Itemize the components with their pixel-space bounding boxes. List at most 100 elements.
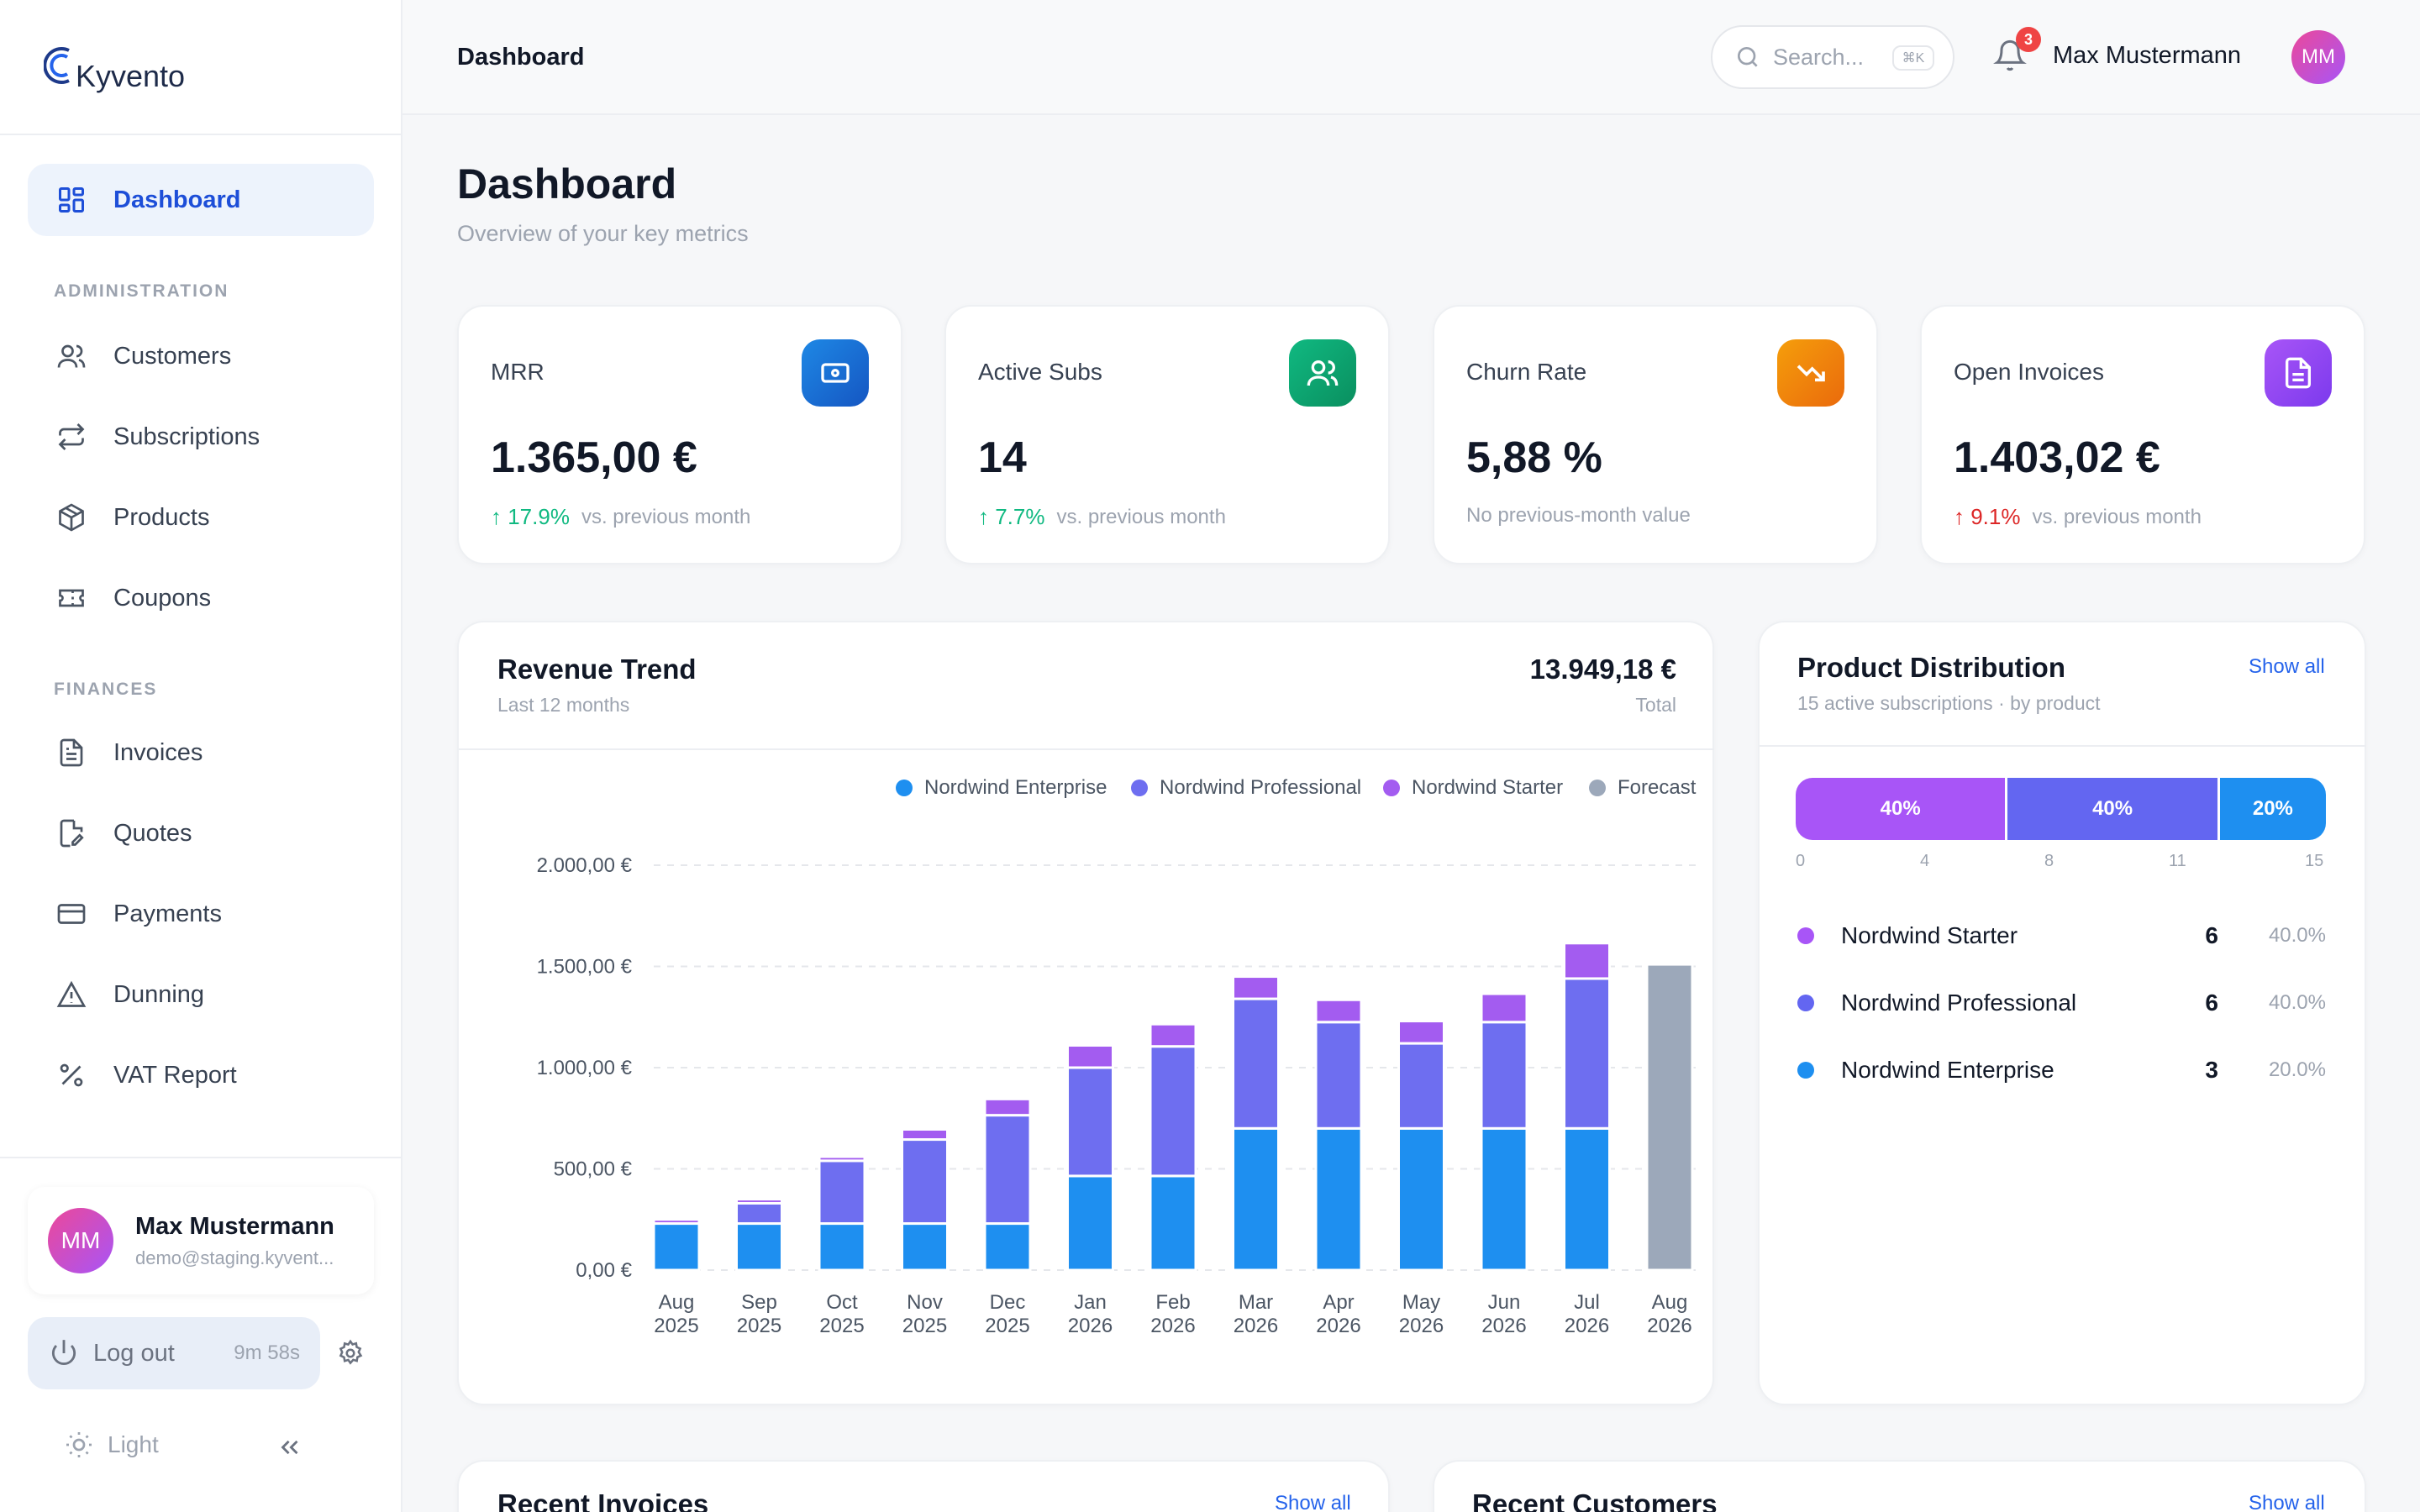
bar-segment[interactable] bbox=[818, 1159, 866, 1226]
bar-segment[interactable] bbox=[1397, 1042, 1445, 1130]
page-subtitle: Overview of your key metrics bbox=[457, 221, 749, 246]
bar-segment[interactable] bbox=[735, 1198, 783, 1205]
legend-label: Nordwind Enterprise bbox=[924, 776, 1107, 799]
sidebar-item-dunning[interactable]: Dunning bbox=[28, 958, 374, 1031]
x-tick-label: 2025 bbox=[985, 1315, 1029, 1337]
distribution-bar: 40% 40% 20% bbox=[1796, 778, 2326, 840]
kpi-change: ↑ 9.1% bbox=[1954, 504, 2021, 529]
sidebar-item-subscriptions[interactable]: Subscriptions bbox=[28, 401, 374, 473]
bar-segment[interactable] bbox=[652, 1222, 701, 1272]
legend-label: Nordwind Professional bbox=[1160, 776, 1362, 799]
distribution-row[interactable]: Nordwind Enterprise 3 20.0% bbox=[1796, 1053, 2326, 1087]
bar-segment[interactable] bbox=[1149, 1022, 1197, 1048]
theme-toggle[interactable]: Light bbox=[64, 1430, 159, 1460]
bar-segment[interactable] bbox=[1314, 1021, 1363, 1130]
bar-segment[interactable] bbox=[1563, 1126, 1611, 1272]
x-tick-label: 2026 bbox=[1481, 1315, 1526, 1337]
logo-area: Kyvento bbox=[0, 0, 401, 135]
bar-segment[interactable] bbox=[1232, 997, 1280, 1130]
bar-segment[interactable] bbox=[901, 1222, 949, 1272]
sidebar-item-label: Customers bbox=[113, 342, 232, 370]
sidebar-user-card[interactable]: MM Max Mustermann demo@staging.kyvent... bbox=[28, 1187, 374, 1294]
legend-item[interactable]: Forecast bbox=[1589, 776, 1696, 800]
bar-segment[interactable] bbox=[1397, 1020, 1445, 1045]
sidebar-item-customers[interactable]: Customers bbox=[28, 320, 374, 392]
dist-tick: 8 bbox=[2044, 852, 2054, 870]
breadcrumb: Dashboard bbox=[457, 44, 585, 71]
revenue-chart: 0,00 € 500,00 € 1.000,00 € 1.500,00 € 2.000,… bbox=[537, 854, 1697, 1337]
sidebar-item-quotes[interactable]: Quotes bbox=[28, 797, 374, 869]
distribution-row[interactable]: Nordwind Professional 6 40.0% bbox=[1796, 986, 2326, 1020]
bar-segment[interactable] bbox=[1480, 1021, 1528, 1130]
sidebar-item-dashboard[interactable]: Dashboard bbox=[28, 164, 374, 236]
kpi-note: vs. previous month bbox=[2032, 505, 2202, 528]
legend-item[interactable]: Nordwind Professional bbox=[1131, 776, 1361, 800]
file-text-icon bbox=[2265, 339, 2332, 407]
distribution-segment[interactable]: 40% bbox=[2007, 778, 2220, 840]
kpi-label: MRR bbox=[491, 359, 544, 385]
bar-segment[interactable] bbox=[735, 1222, 783, 1272]
bar-segment[interactable] bbox=[818, 1155, 866, 1163]
distribution-segment[interactable]: 40% bbox=[1796, 778, 2008, 840]
product-name: Nordwind Professional bbox=[1841, 990, 2077, 1016]
bar-segment[interactable] bbox=[983, 1097, 1032, 1117]
header-user-name[interactable]: Max Mustermann bbox=[2053, 42, 2242, 69]
bar-segment[interactable] bbox=[1397, 1126, 1445, 1272]
bar-segment[interactable] bbox=[1232, 975, 1280, 1000]
bar-segment[interactable] bbox=[1480, 1126, 1528, 1272]
bar-segment[interactable] bbox=[1066, 1066, 1114, 1178]
distribution-row[interactable]: Nordwind Starter 6 40.0% bbox=[1796, 919, 2326, 953]
recent-customers-show-all-link[interactable]: Show all bbox=[2249, 1492, 2325, 1512]
sidebar-item-invoices[interactable]: Invoices bbox=[28, 717, 374, 789]
bar-segment[interactable] bbox=[1480, 992, 1528, 1024]
file-edit-icon bbox=[55, 816, 88, 850]
dist-tick: 0 bbox=[1796, 852, 1806, 870]
bar-segment[interactable] bbox=[1645, 963, 1694, 1272]
bar-segment[interactable] bbox=[901, 1138, 949, 1226]
app-name[interactable]: Kyvento bbox=[76, 59, 186, 93]
logout-button[interactable]: Log out 9m 58s bbox=[28, 1317, 320, 1389]
revenue-total-label: Total bbox=[1635, 694, 1676, 716]
search-input[interactable]: Search... ⌘K bbox=[1711, 25, 1954, 89]
bar-segment[interactable] bbox=[1149, 1045, 1197, 1178]
bar-segment[interactable] bbox=[1563, 977, 1611, 1130]
sidebar-item-payments[interactable]: Payments bbox=[28, 878, 374, 950]
revenue-total: 13.949,18 € bbox=[1529, 654, 1676, 685]
kpi-label: Open Invoices bbox=[1954, 359, 2104, 385]
distribution-show-all-link[interactable]: Show all bbox=[2249, 655, 2325, 678]
gear-icon[interactable] bbox=[336, 1339, 365, 1372]
chevrons-left-icon[interactable] bbox=[276, 1433, 304, 1466]
bar-segment[interactable] bbox=[1314, 998, 1363, 1024]
bar-segment[interactable] bbox=[735, 1201, 783, 1226]
bar-segment[interactable] bbox=[1066, 1174, 1114, 1272]
recent-invoices-show-all-link[interactable]: Show all bbox=[1275, 1492, 1351, 1512]
bar-segment[interactable] bbox=[1232, 1126, 1280, 1272]
user-email: demo@staging.kyvent... bbox=[135, 1247, 334, 1268]
bar-segment[interactable] bbox=[1066, 1043, 1114, 1069]
search-shortcut: ⌘K bbox=[1892, 45, 1934, 71]
bar-segment[interactable] bbox=[1314, 1126, 1363, 1272]
search-icon bbox=[1734, 44, 1761, 71]
bar-segment[interactable] bbox=[652, 1218, 701, 1226]
legend-item[interactable]: Nordwind Enterprise bbox=[896, 776, 1107, 800]
kpi-note: No previous-month value bbox=[1466, 504, 1691, 527]
bar-segment[interactable] bbox=[983, 1114, 1032, 1226]
legend-item[interactable]: Nordwind Starter bbox=[1383, 776, 1563, 800]
kpi-value: 5,88 % bbox=[1466, 433, 1602, 482]
kpi-card-active-subs: Active Subs 14 ↑ 7.7% vs. previous month bbox=[944, 305, 1390, 564]
avatar[interactable]: MM bbox=[2291, 30, 2345, 84]
sidebar-item-products[interactable]: Products bbox=[28, 481, 374, 554]
bar-segment[interactable] bbox=[1149, 1174, 1197, 1272]
bar-segment[interactable] bbox=[901, 1128, 949, 1142]
distribution-segment[interactable]: 20% bbox=[2219, 778, 2326, 840]
kpi-value: 14 bbox=[978, 433, 1027, 482]
sidebar-item-vat-report[interactable]: VAT Report bbox=[28, 1039, 374, 1111]
bell-icon[interactable] bbox=[1993, 37, 2027, 78]
theme-label: Light bbox=[108, 1431, 159, 1457]
kpi-card-churn-rate: Churn Rate 5,88 % No previous-month valu… bbox=[1433, 305, 1878, 564]
sidebar-item-coupons[interactable]: Coupons bbox=[28, 562, 374, 634]
bar-segment[interactable] bbox=[1563, 942, 1611, 980]
bar-segment[interactable] bbox=[983, 1222, 1032, 1272]
product-count: 6 bbox=[2205, 990, 2218, 1016]
bar-segment[interactable] bbox=[818, 1222, 866, 1272]
